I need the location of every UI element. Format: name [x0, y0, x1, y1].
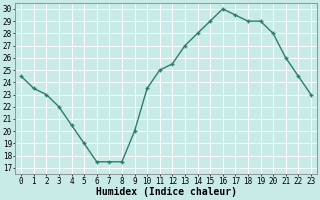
X-axis label: Humidex (Indice chaleur): Humidex (Indice chaleur): [95, 187, 236, 197]
